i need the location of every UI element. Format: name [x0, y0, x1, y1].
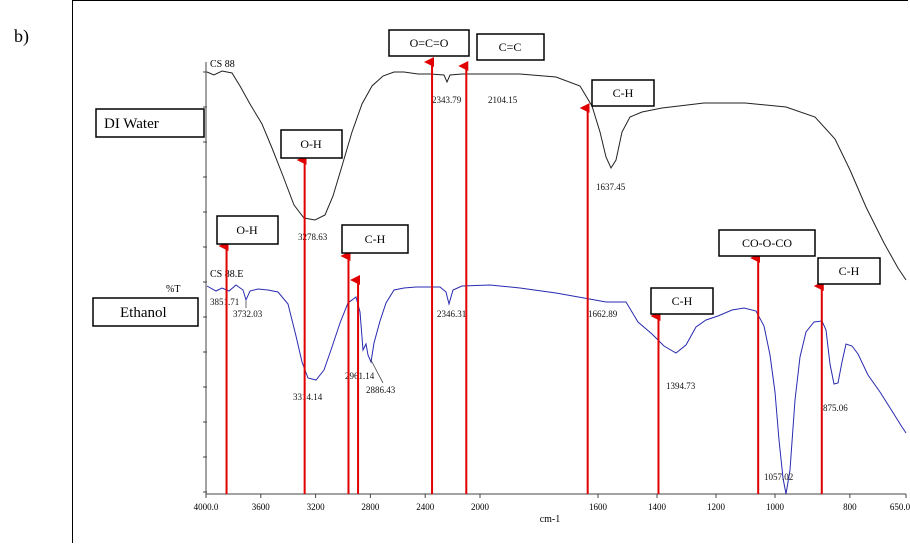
x-tick-label: 1000 — [766, 502, 785, 512]
x-tick-label: 800 — [843, 502, 857, 512]
series-line-ethanol — [206, 284, 907, 495]
group-box-co-o-co: CO-O-CO — [718, 229, 816, 257]
group-box-ch-1: C-H — [591, 79, 655, 107]
x-tick-label: 1200 — [707, 502, 726, 512]
group-label: O=C=O — [410, 36, 449, 50]
peak-label: 1394.73 — [666, 381, 696, 391]
peak-label: 1662.89 — [588, 309, 618, 319]
y-axis-label: %T — [166, 284, 180, 295]
group-box-ch-4: C-H — [817, 257, 881, 285]
peak-label: 3851.71 — [210, 297, 239, 307]
peak-label: 1057.02 — [764, 472, 793, 482]
group-box-ch-2: C-H — [341, 224, 409, 254]
group-label: C-H — [613, 86, 634, 100]
group-box-oh-2: O-H — [216, 215, 279, 245]
peak-label: 3732.03 — [233, 309, 263, 319]
group-label: C-H — [365, 232, 386, 246]
peak-label: 2346.31 — [437, 309, 466, 319]
group-label: CO-O-CO — [742, 236, 792, 250]
group-box-layer: O=C=O C=C C-H O-H O-H C-H C-H CO-O-CO — [216, 29, 881, 315]
peak-label: 3314.14 — [293, 392, 323, 402]
peak-labels: 3278.63 2343.79 2104.15 1637.45 3851.71 … — [210, 95, 848, 482]
group-box-ch-3: C-H — [650, 287, 714, 315]
x-tick-label: 4000.0 — [194, 502, 219, 512]
group-label: C=C — [499, 40, 522, 54]
peak-label: 1637.45 — [596, 182, 626, 192]
sample-label-ethanol: Ethanol — [120, 305, 167, 321]
group-box-oh-1: O-H — [280, 129, 343, 159]
x-tick-label: 2000 — [471, 502, 490, 512]
x-tick-label: 650.0 — [890, 502, 910, 512]
peak-label: 2961.14 — [345, 371, 375, 381]
x-tick-label: 3200 — [307, 502, 326, 512]
group-label: C-H — [672, 294, 693, 308]
x-tick-label: 1400 — [648, 502, 667, 512]
peak-label: 3278.63 — [298, 232, 328, 242]
x-tick-label: 2800 — [361, 502, 380, 512]
x-tick-label: 1600 — [589, 502, 608, 512]
x-tick-label: 2400 — [416, 502, 435, 512]
group-label: O-H — [236, 223, 258, 237]
sample-label-water: DI Water — [104, 116, 159, 132]
x-tick-label: 3600 — [252, 502, 271, 512]
peak-label: 875.06 — [823, 403, 848, 413]
plot-frame — [72, 0, 908, 543]
x-axis: 4000.0 3600 3200 2800 2400 2000 1600 1400 1200 10… — [194, 493, 910, 525]
peak-label: 2886.43 — [366, 385, 396, 395]
figure-label: b) — [14, 26, 29, 46]
group-box-cc: C=C — [476, 33, 545, 61]
sample-box-water: DI Water — [95, 108, 205, 138]
x-axis-label: cm-1 — [540, 514, 561, 525]
peak-label: 2343.79 — [432, 95, 462, 105]
arrow-group — [218, 57, 824, 494]
group-box-oco: O=C=O — [388, 29, 470, 57]
series-line-water — [206, 70, 907, 281]
sample-box-ethanol: Ethanol — [92, 297, 199, 327]
series-name-water: CS 88 — [210, 59, 235, 70]
peak-label: 2104.15 — [488, 95, 518, 105]
group-label: O-H — [300, 137, 322, 151]
group-label: C-H — [839, 264, 860, 278]
y-axis: %T — [166, 62, 207, 494]
